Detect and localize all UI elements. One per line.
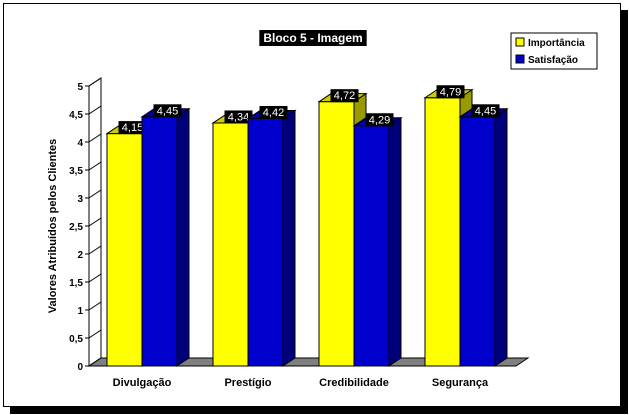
data-label: 4,34 [228, 111, 249, 123]
x-tick-label: Divulgação [113, 377, 172, 389]
y-tick-label: 0,5 [69, 334, 83, 345]
bar-satisfacao [353, 125, 390, 367]
y-tick-depth [88, 105, 102, 115]
x-tick-label: Prestígio [224, 377, 271, 389]
data-label: 4,42 [263, 107, 284, 119]
y-tick-depth [88, 77, 102, 87]
x-tick-label: Credibilidade [319, 377, 389, 389]
y-tick-depth [88, 133, 102, 143]
bar-satisfacao [459, 116, 496, 367]
data-label: 4,15 [122, 122, 143, 134]
data-label-box [365, 113, 394, 127]
y-tick-label: 5 [77, 82, 83, 93]
bar-side [388, 116, 402, 367]
bar-importancia [106, 133, 143, 367]
legend-label: Importância [528, 38, 585, 49]
y-tick-label: 4,5 [69, 110, 83, 121]
bar-side [282, 109, 296, 367]
chart-title-box [259, 30, 367, 46]
data-label: 4,45 [475, 105, 496, 117]
bar-importancia [318, 101, 355, 367]
y-tick-label: 4 [77, 138, 83, 149]
data-label: 4,72 [334, 90, 355, 102]
y-tick-depth [88, 189, 102, 199]
y-tick-label: 3 [77, 194, 83, 205]
y-tick-depth [88, 329, 102, 339]
bar-side [494, 107, 508, 367]
bar-importancia [212, 122, 249, 367]
legend-swatch [515, 37, 525, 47]
data-label-box [118, 121, 147, 135]
data-label-box [471, 104, 500, 118]
data-label-box [224, 110, 253, 124]
y-tick-label: 1,5 [69, 278, 83, 289]
y-tick-depth [88, 161, 102, 171]
y-tick-depth [88, 357, 102, 367]
y-tick-depth [88, 301, 102, 311]
data-label: 4,29 [369, 114, 390, 126]
y-tick-depth [88, 245, 102, 255]
y-tick-label: 0 [77, 362, 83, 373]
y-tick-depth [88, 273, 102, 283]
y-tick-label: 2 [77, 250, 83, 261]
y-tick-label: 3,5 [69, 166, 83, 177]
legend-swatch [515, 54, 525, 64]
data-label-box [330, 89, 359, 103]
y-tick-label: 1 [77, 306, 83, 317]
bar-side [176, 107, 190, 367]
y-axis-label: Valores Atribuídos pelos Clientes [47, 139, 59, 313]
data-label-box [153, 104, 182, 118]
chart-frame [3, 3, 621, 407]
data-label: 4,45 [157, 105, 178, 117]
y-tick-depth [88, 217, 102, 227]
legend [510, 32, 598, 70]
data-label-box [436, 85, 465, 99]
chart-title: Bloco 5 - Imagem [263, 31, 362, 45]
bar-importancia [424, 97, 461, 367]
bar-satisfacao [247, 117, 284, 367]
legend-label: Satisfação [528, 55, 578, 66]
x-tick-label: Segurança [432, 377, 489, 389]
bar-satisfacao [141, 116, 178, 367]
y-tick-label: 2,5 [69, 222, 83, 233]
data-label: 4,79 [440, 86, 461, 98]
data-label-box [259, 105, 288, 119]
